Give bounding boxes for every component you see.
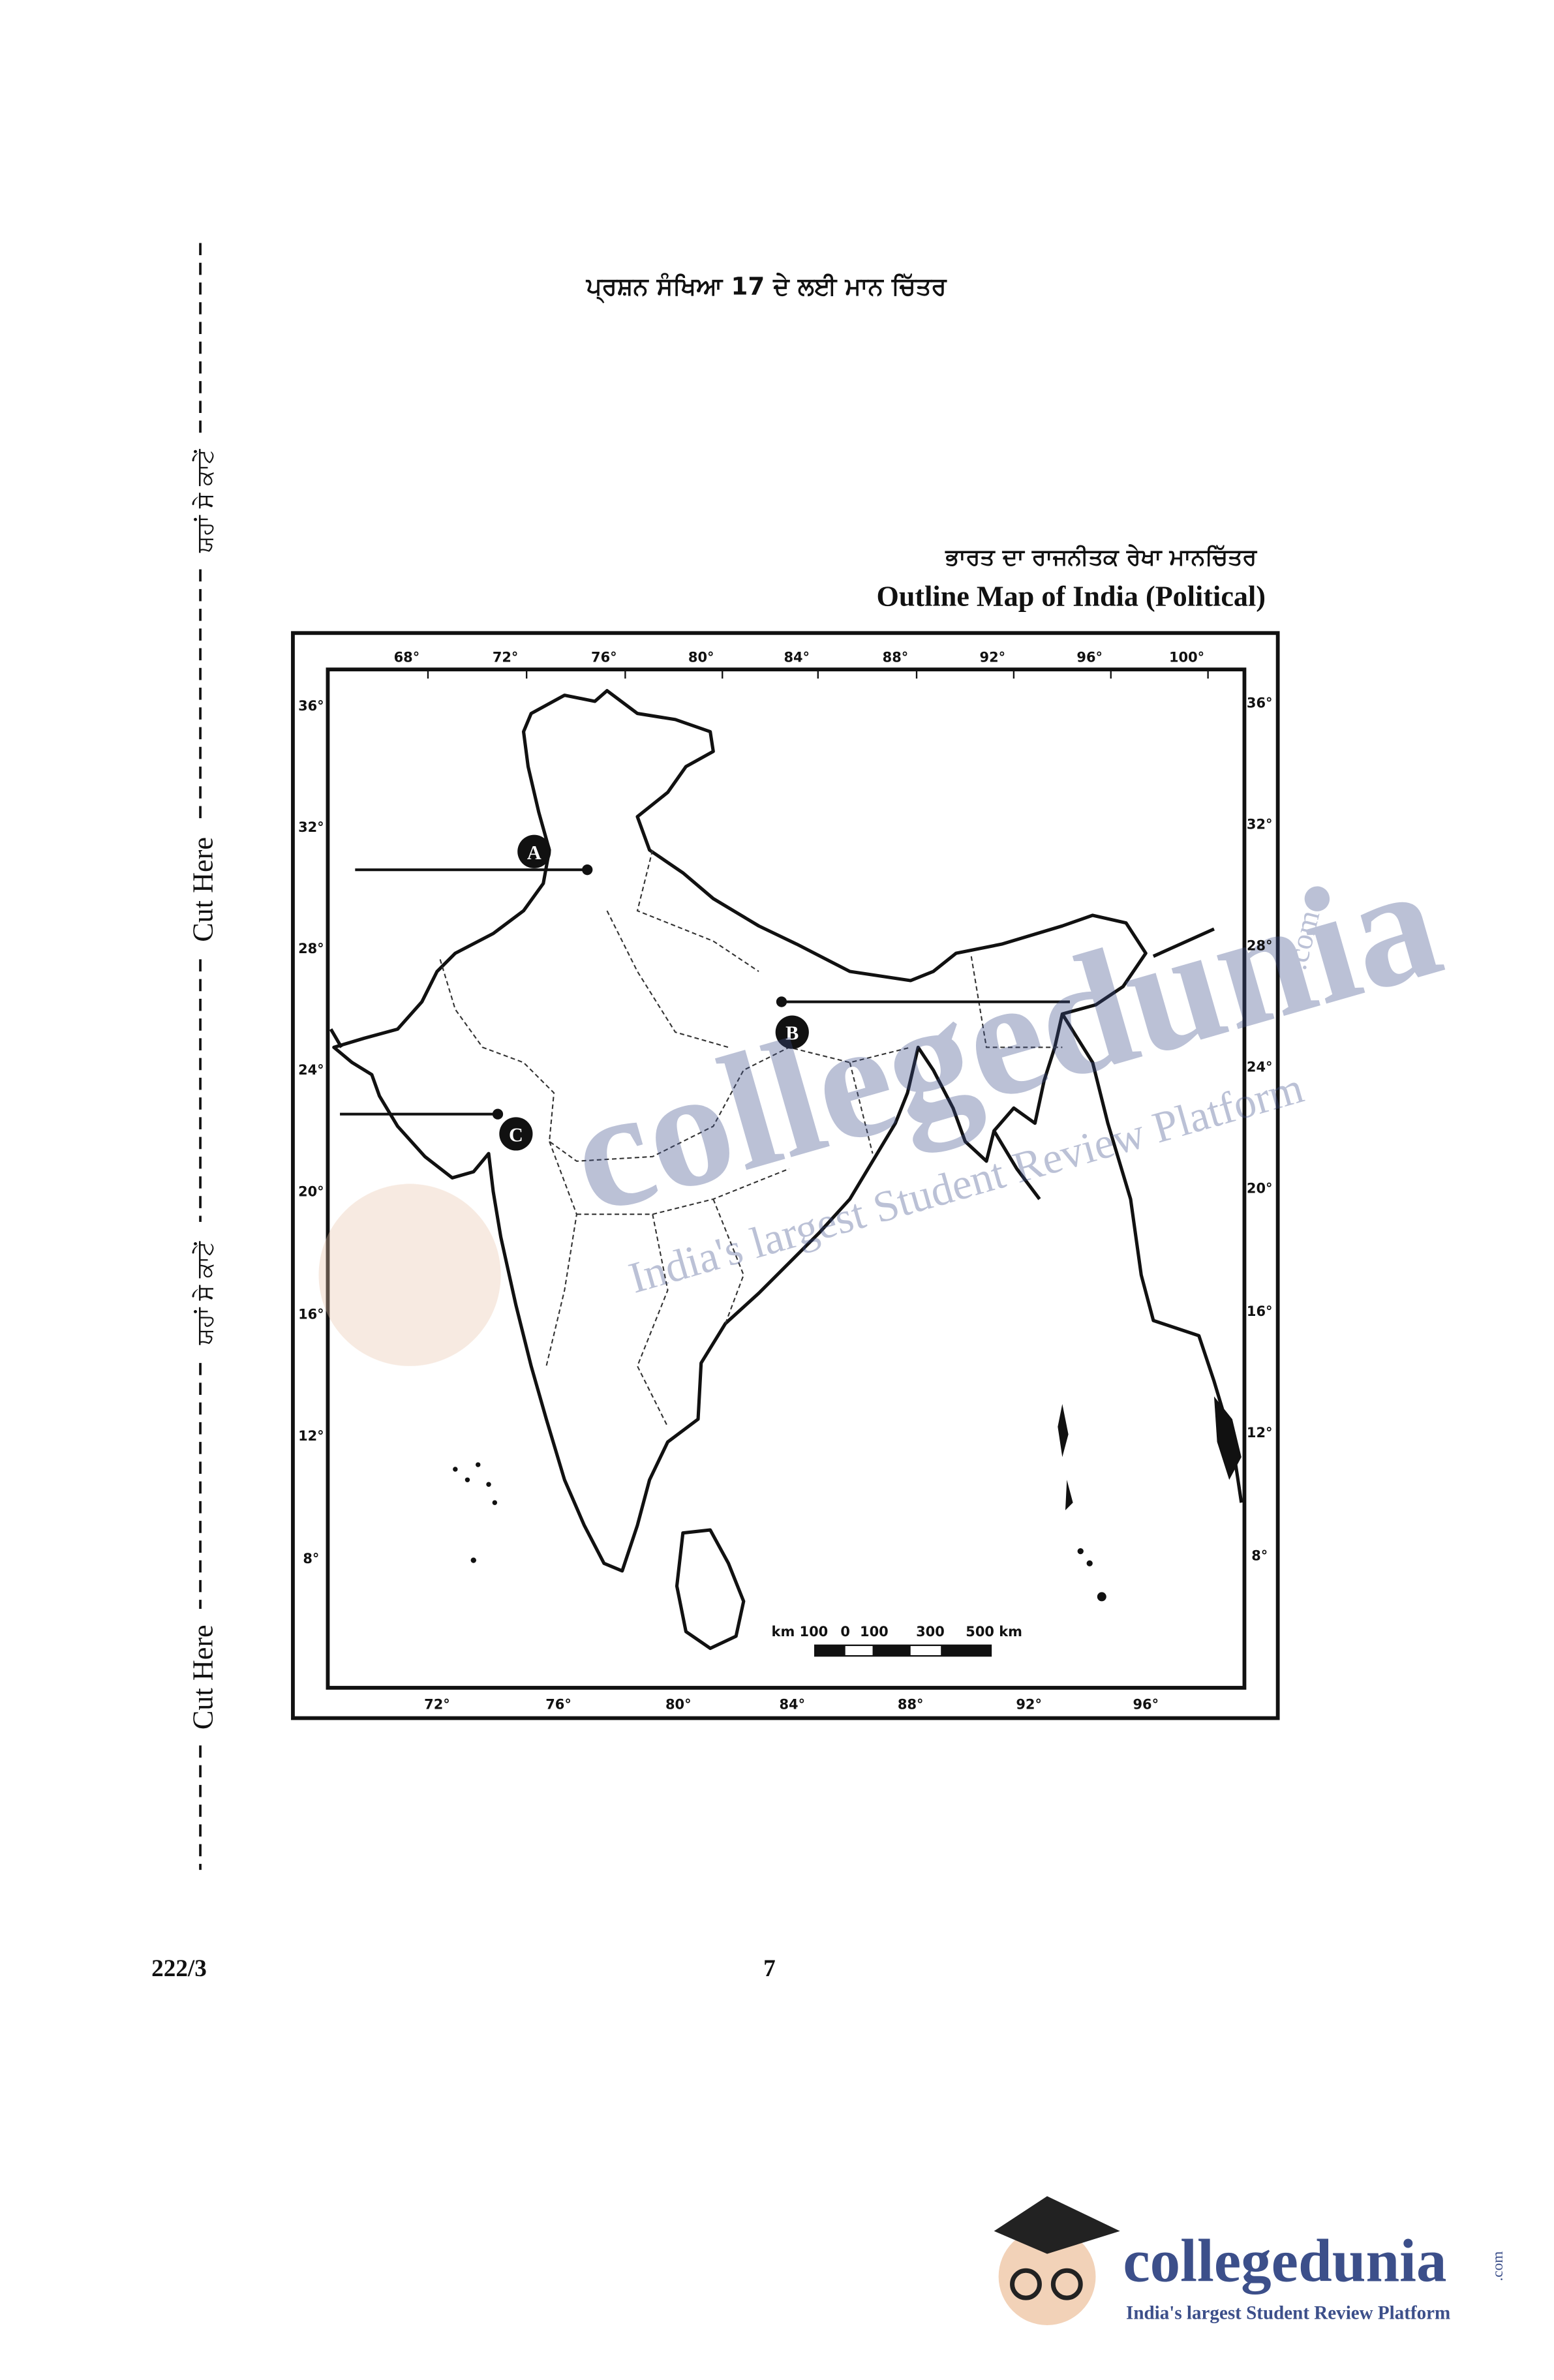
latitude-label: 28° <box>298 941 324 956</box>
island <box>453 1467 458 1472</box>
logo-domain: .com <box>1489 2251 1506 2281</box>
island <box>1097 1592 1106 1602</box>
longitude-label: 84° <box>784 649 810 665</box>
scale-segment <box>872 1645 911 1656</box>
longitude-label: 92° <box>980 649 1006 665</box>
longitude-label: 80° <box>665 1697 692 1713</box>
map-title-punjabi: ਭਾਰਤ ਦਾ ਰਾਜਨੀਤਕ ਰੇਖਾ ਮਾਨਚਿੱਤਰ <box>945 544 1257 571</box>
latitude-label: 8° <box>1251 1548 1268 1564</box>
island <box>1065 1480 1073 1510</box>
pointer-dot <box>582 864 593 876</box>
latitude-label: 20° <box>298 1183 324 1199</box>
island <box>476 1462 481 1467</box>
longitude-label: 96° <box>1133 1697 1159 1713</box>
longitude-label: 68° <box>394 649 420 665</box>
marker-label: B <box>785 1022 799 1045</box>
marker-badge <box>499 1117 533 1151</box>
paper-code: 222/3 <box>151 1955 207 1982</box>
islands <box>453 1396 1242 1602</box>
scale-label: 500 km <box>966 1624 1022 1640</box>
longitude-label: 84° <box>779 1697 805 1713</box>
logo-mascot-face <box>998 2228 1096 2325</box>
pointer-dot <box>776 996 787 1007</box>
longitude-label: 88° <box>883 649 909 665</box>
island <box>1213 1396 1242 1480</box>
latitude-label: 16° <box>1247 1304 1273 1319</box>
cut-margin: ਯਹਾਂ ਸੇ ਕਾਟੇਂ Cut Here ਯਹਾਂ ਸੇ ਕਾਟੇਂ Cut… <box>187 243 219 1870</box>
marker-label: C <box>509 1124 523 1146</box>
latitude-label: 12° <box>1247 1425 1273 1441</box>
scale-segment <box>941 1645 991 1656</box>
longitude-label: 100° <box>1169 649 1204 665</box>
latitude-label: 24° <box>1247 1060 1273 1075</box>
watermark-mascot <box>318 1183 501 1366</box>
island <box>465 1477 470 1483</box>
logo-brand: collegedunia <box>1123 2228 1446 2295</box>
marker-badge <box>517 834 551 868</box>
sri-lanka <box>675 1528 746 1651</box>
logo-mascot-glasses <box>1010 2268 1042 2300</box>
island <box>1086 1560 1093 1566</box>
logo-mascot-cap <box>994 2196 1120 2254</box>
island <box>1058 1403 1069 1457</box>
cut-text: Cut Here <box>187 1625 219 1730</box>
marker-label: A <box>527 842 541 864</box>
longitude-label: 76° <box>591 649 617 665</box>
scale-label: 0 <box>840 1624 850 1640</box>
latitude-label: 24° <box>298 1062 324 1078</box>
longitude-label: 96° <box>1076 649 1103 665</box>
latitude-label: 32° <box>298 819 324 835</box>
india-outline <box>332 689 1148 1573</box>
latitude-label: 16° <box>298 1307 324 1322</box>
longitude-label: 80° <box>688 649 714 665</box>
island <box>1077 1548 1084 1555</box>
longitude-label: 72° <box>493 649 519 665</box>
state-boundaries <box>439 849 1063 1427</box>
marker-badge <box>775 1015 809 1049</box>
logo-tagline: India's largest Student Review Platform <box>1126 2303 1450 2324</box>
latitude-label: 32° <box>1247 816 1273 832</box>
page-number: 7 <box>763 1955 776 1982</box>
latitude-label: 8° <box>303 1551 319 1566</box>
scale-label: 100 <box>860 1624 889 1640</box>
cut-text: ਯਹਾਂ ਸੇ ਕਾਟੇਂ <box>192 1240 219 1345</box>
cut-text: ਯਹਾਂ ਸੇ ਕਾਟੇਂ <box>192 448 219 553</box>
latitude-label: 36° <box>1247 695 1273 710</box>
pointer-dot <box>492 1108 504 1120</box>
logo-mascot-glasses <box>1050 2268 1083 2300</box>
map-outer-frame <box>291 631 1280 1720</box>
latitude-label: 12° <box>298 1428 324 1444</box>
neighbour-boundary <box>329 927 1243 1503</box>
scale-label: 300 <box>916 1624 945 1640</box>
latitude-label: 36° <box>298 698 324 714</box>
longitude-label: 72° <box>424 1697 450 1713</box>
scale-label: km 100 <box>772 1624 829 1640</box>
longitude-label: 76° <box>545 1697 571 1713</box>
latitude-label: 20° <box>1247 1181 1273 1197</box>
island <box>492 1500 498 1505</box>
scale-bar <box>814 1644 992 1657</box>
latitude-label: 28° <box>1247 938 1273 953</box>
longitude-label: 92° <box>1016 1697 1042 1713</box>
island <box>470 1557 476 1563</box>
map-title-english: Outline Map of India (Political) <box>876 580 1266 612</box>
logo: collegedunia .com India's largest Studen… <box>994 2196 1506 2325</box>
island <box>486 1482 491 1487</box>
scale-segment <box>815 1645 846 1656</box>
map-inner-frame <box>326 667 1247 1690</box>
longitude-label: 88° <box>898 1697 924 1713</box>
cut-text: Cut Here <box>187 837 219 942</box>
india-map: A B C <box>329 689 1243 1651</box>
question-title: ਪ੍ਰਸ਼ਨ ਸੰਖਿਆ 17 ਦੇ ਲਈ ਮਾਨ ਚਿੱਤਰ <box>586 272 947 304</box>
